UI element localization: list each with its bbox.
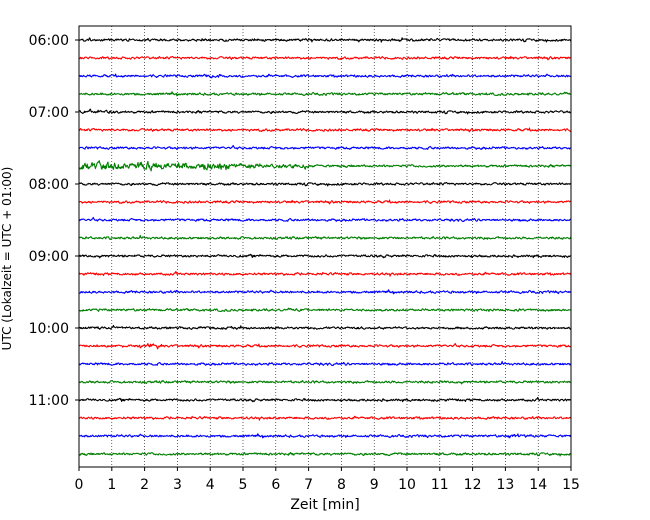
plot-frame — [78, 25, 572, 468]
trace-line — [78, 127, 572, 133]
trace-line — [78, 199, 572, 205]
trace-line — [78, 451, 572, 457]
y-tick-label: 11:00 — [29, 393, 69, 409]
x-tick-label: 14 — [529, 477, 547, 493]
trace-line — [78, 37, 572, 43]
x-tick-label: 10 — [398, 477, 416, 493]
trace-line — [78, 91, 572, 97]
trace-line — [78, 216, 572, 223]
trace-line — [78, 379, 572, 385]
trace-line — [78, 270, 572, 277]
x-tick-label: 12 — [464, 477, 482, 493]
x-tick-label: 11 — [431, 477, 449, 493]
x-tick-label: 3 — [173, 477, 182, 493]
trace-line — [78, 433, 572, 439]
x-tick-label: 15 — [562, 477, 580, 493]
trace-line — [78, 234, 572, 241]
trace-line — [78, 181, 572, 187]
x-tick-label: 9 — [370, 477, 379, 493]
trace-line — [78, 307, 572, 313]
trace-line — [78, 342, 572, 350]
x-axis-label: Zeit [min] — [290, 497, 359, 513]
y-axis-label: UTC (Lokalzeit = UTC + 01:00) — [0, 167, 14, 351]
trace-line — [78, 360, 572, 367]
y-tick-label: 07:00 — [29, 105, 69, 121]
x-tick-label: 5 — [239, 477, 248, 493]
trace-line — [78, 108, 572, 115]
trace-line — [78, 73, 572, 79]
trace-line — [78, 253, 572, 259]
trace-line — [78, 144, 572, 150]
y-tick-label: 06:00 — [29, 33, 69, 49]
x-tick-label: 7 — [304, 477, 313, 493]
x-tick-label: 13 — [496, 477, 514, 493]
x-tick-label: 8 — [337, 477, 346, 493]
x-axis-ticks: 0 1 2 3 4 5 6 7 8 9 10 11 12 13 14 15 — [75, 467, 580, 493]
y-axis-ticks: 06:00 07:00 08:00 09:00 10:00 11:00 — [29, 33, 79, 409]
seismogram-traces — [78, 37, 572, 457]
trace-line — [78, 55, 572, 61]
trace-line — [78, 324, 572, 331]
x-tick-label: 2 — [140, 477, 149, 493]
y-tick-label: 10:00 — [29, 321, 69, 337]
trace-line — [78, 415, 572, 421]
y-tick-label: 09:00 — [29, 249, 69, 265]
y-tick-label: 08:00 — [29, 177, 69, 193]
x-tick-label: 0 — [75, 477, 84, 493]
x-tick-label: 1 — [107, 477, 116, 493]
trace-line — [78, 289, 572, 295]
grid-lines — [111, 26, 539, 467]
x-tick-label: 4 — [206, 477, 215, 493]
trace-line — [78, 396, 572, 403]
x-tick-label: 6 — [271, 477, 280, 493]
trace-line — [78, 160, 572, 172]
